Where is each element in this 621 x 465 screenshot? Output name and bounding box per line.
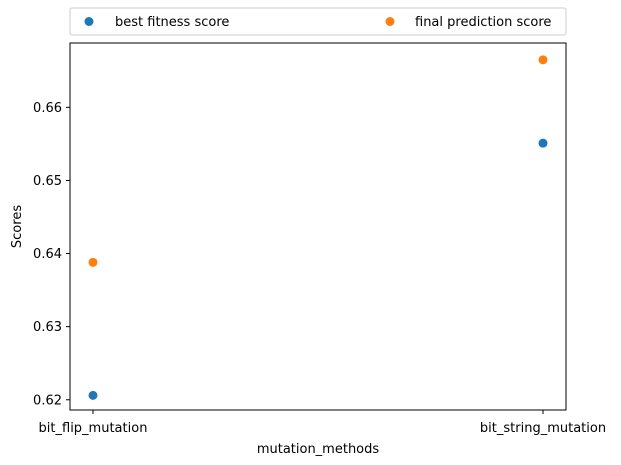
legend: best fitness score final prediction scor… — [69, 7, 567, 36]
data-points — [88, 55, 548, 400]
y-tick-label: 0.63 — [33, 320, 62, 335]
legend-marker-final-prediction-score — [385, 17, 395, 26]
y-tick-label: 0.62 — [33, 393, 62, 408]
point-best-fitness-score-0 — [88, 390, 98, 400]
y-axis: 0.62 0.63 0.64 0.65 0.66 — [33, 101, 70, 408]
point-best-fitness-score-1 — [538, 138, 548, 148]
point-final-prediction-score-0 — [88, 257, 98, 267]
legend-marker-best-fitness-score — [84, 17, 94, 26]
legend-frame — [69, 7, 567, 36]
x-axis: bit_flip_mutation bit_string_mutation — [39, 410, 606, 436]
y-axis-label: Scores — [10, 205, 25, 248]
y-tick-label: 0.65 — [33, 174, 62, 189]
x-tick-label: bit_flip_mutation — [39, 421, 148, 436]
legend-label-final-prediction-score: final prediction score — [415, 15, 551, 30]
y-tick-label: 0.64 — [33, 247, 62, 262]
legend-label-best-fitness-score: best fitness score — [115, 15, 229, 30]
x-axis-label: mutation_methods — [257, 442, 380, 457]
x-tick-label: bit_string_mutation — [480, 421, 606, 436]
y-tick-label: 0.66 — [33, 101, 62, 116]
point-final-prediction-score-1 — [538, 55, 548, 65]
plot-area — [69, 42, 567, 411]
